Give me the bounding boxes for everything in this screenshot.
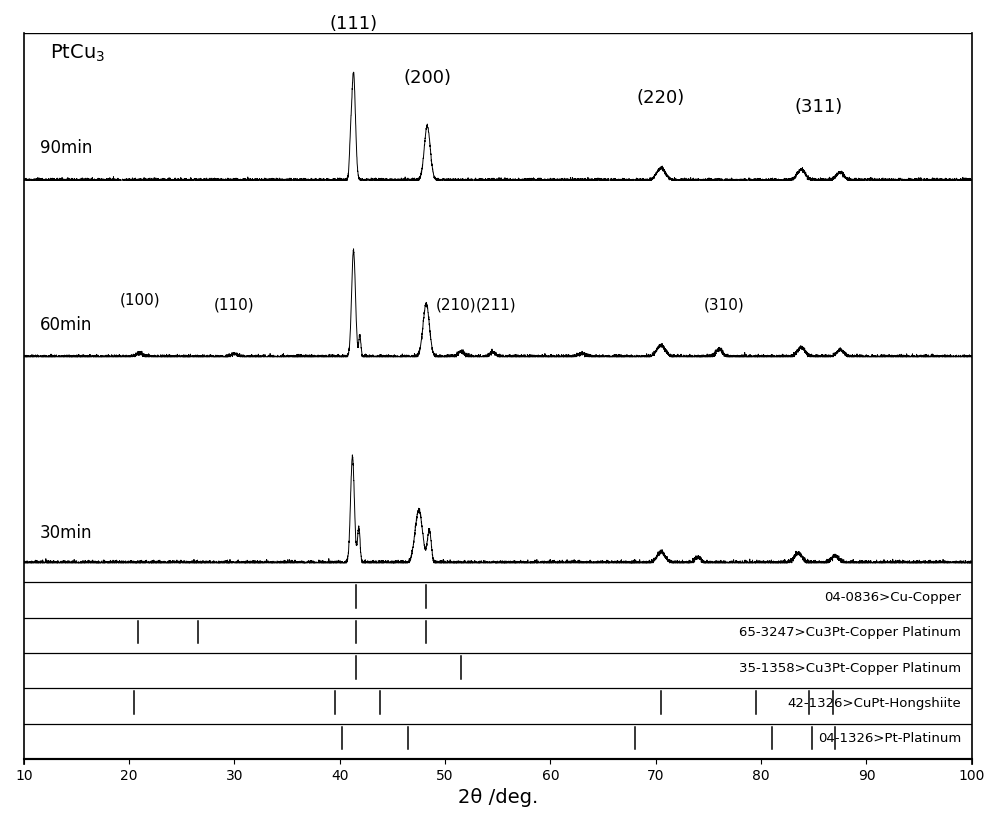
Text: (100): (100) <box>119 293 160 308</box>
Text: 42-1326>CuPt-Hongshiite: 42-1326>CuPt-Hongshiite <box>788 697 961 710</box>
Text: PtCu$_3$: PtCu$_3$ <box>50 43 105 64</box>
Text: (200): (200) <box>403 69 451 87</box>
Text: 90min: 90min <box>40 139 92 157</box>
Text: 04-0836>Cu-Copper: 04-0836>Cu-Copper <box>824 591 961 604</box>
Text: (211): (211) <box>475 298 516 313</box>
X-axis label: 2θ /deg.: 2θ /deg. <box>458 788 538 807</box>
Text: 60min: 60min <box>40 316 92 334</box>
Text: (310): (310) <box>704 298 745 313</box>
Text: (210): (210) <box>435 298 476 313</box>
Text: (111): (111) <box>329 15 378 33</box>
Text: (110): (110) <box>214 298 255 313</box>
Text: 65-3247>Cu3Pt-Copper Platinum: 65-3247>Cu3Pt-Copper Platinum <box>739 626 961 639</box>
Text: 04-1326>Pt-Platinum: 04-1326>Pt-Platinum <box>818 732 961 746</box>
Text: 30min: 30min <box>40 524 92 542</box>
Text: (220): (220) <box>637 89 685 107</box>
Text: 35-1358>Cu3Pt-Copper Platinum: 35-1358>Cu3Pt-Copper Platinum <box>739 662 961 675</box>
Text: (311): (311) <box>795 99 843 116</box>
